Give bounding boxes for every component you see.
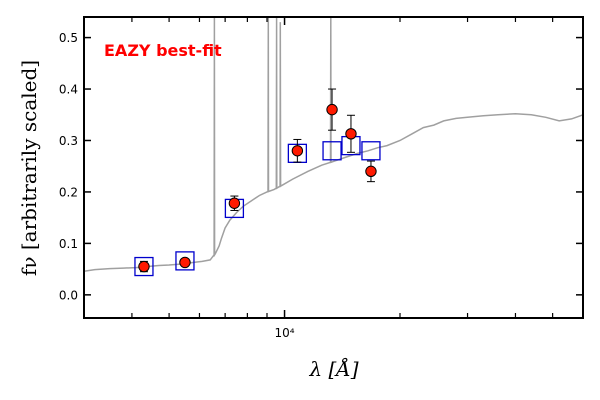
- y-tick-label: 0.2: [59, 185, 78, 199]
- x-tick-label: 10⁴: [274, 326, 294, 340]
- y-axis-label: fν [arbitrarily scaled]: [17, 60, 41, 276]
- model-spectrum-line: [84, 17, 583, 272]
- observed-point: [179, 256, 191, 269]
- observed-point: [228, 197, 241, 209]
- model-photometry-square: [175, 251, 195, 271]
- y-tick-label: 0.3: [59, 134, 78, 148]
- y-tick-label: 0.4: [59, 83, 78, 97]
- observed-point: [326, 103, 338, 116]
- y-tick-label: 0.0: [59, 288, 78, 302]
- plot-area: [84, 17, 583, 277]
- x-axis-label: λ [Å]: [308, 356, 358, 381]
- model-photometry-square: [322, 141, 342, 161]
- y-tick-label: 0.5: [59, 31, 78, 45]
- model-photometry-square: [361, 141, 381, 161]
- axes: 0.0 0.1 0.2 0.3 0.4 0.5 10⁴: [59, 16, 584, 340]
- observed-point: [365, 165, 377, 178]
- observed-point: [345, 128, 357, 140]
- plot-frame: [83, 16, 584, 319]
- annotation-eazy: EAZY best-fit: [104, 41, 222, 60]
- y-tick-label: 0.1: [59, 237, 78, 251]
- observed-point: [138, 260, 150, 273]
- model-photometry-square: [134, 256, 154, 277]
- observed-point: [291, 145, 304, 157]
